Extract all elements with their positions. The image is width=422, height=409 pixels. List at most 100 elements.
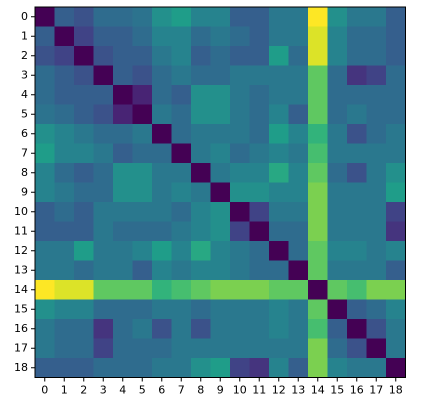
- y-tick-label: 14: [14, 283, 28, 296]
- heatmap-cell: [327, 182, 348, 203]
- heatmap-cell: [269, 85, 289, 105]
- heatmap-cell: [35, 124, 55, 144]
- heatmap-cell: [269, 143, 289, 164]
- heatmap-cell: [74, 7, 94, 27]
- heatmap-cell: [288, 65, 309, 86]
- heatmap-cell: [93, 221, 114, 242]
- heatmap-cell: [269, 182, 289, 203]
- heatmap-cell: [230, 260, 250, 281]
- heatmap-cell: [269, 338, 289, 359]
- heatmap-cell: [54, 7, 75, 27]
- heatmap-cell: [93, 124, 114, 144]
- heatmap-cell: [132, 46, 153, 66]
- heatmap-cell: [74, 182, 94, 203]
- x-tick-label: 6: [158, 384, 165, 397]
- heatmap-cell: [366, 280, 387, 300]
- heatmap-cell: [249, 26, 270, 47]
- heatmap-cell: [171, 338, 192, 359]
- heatmap-cell: [249, 338, 270, 359]
- heatmap-cell: [35, 182, 55, 203]
- heatmap-cell: [249, 7, 270, 27]
- heatmap-cell: [366, 104, 387, 125]
- heatmap-cell: [35, 46, 55, 66]
- heatmap-cell: [152, 241, 172, 261]
- heatmap-cell: [93, 7, 114, 27]
- heatmap-cell: [288, 260, 309, 281]
- heatmap-cell: [93, 319, 114, 339]
- heatmap-cell: [54, 85, 75, 105]
- heatmap-cell: [288, 319, 309, 339]
- heatmap-cell: [327, 124, 348, 144]
- heatmap-cell: [249, 163, 270, 183]
- heatmap-cell: [230, 46, 250, 66]
- heatmap-cell: [347, 46, 367, 66]
- heatmap-cell: [35, 7, 55, 27]
- heatmap-cell: [386, 7, 406, 27]
- heatmap-cell: [35, 241, 55, 261]
- heatmap-cell: [191, 260, 211, 281]
- heatmap-cell: [327, 26, 348, 47]
- heatmap-cell: [35, 358, 55, 378]
- heatmap-cell: [269, 221, 289, 242]
- heatmap-cell: [171, 143, 192, 164]
- x-tick-label: 17: [369, 384, 383, 397]
- heatmap-cell: [210, 26, 231, 47]
- heatmap-cell: [210, 260, 231, 281]
- heatmap-cell: [366, 358, 387, 378]
- heatmap-cell: [132, 358, 153, 378]
- heatmap-cell: [132, 143, 153, 164]
- heatmap-cell: [54, 163, 75, 183]
- heatmap-cell: [347, 280, 367, 300]
- heatmap-cell: [269, 358, 289, 378]
- heatmap-cell: [35, 338, 55, 359]
- heatmap-cell: [249, 65, 270, 86]
- x-tick-label: 1: [61, 384, 68, 397]
- y-tick-label: 9: [21, 185, 28, 198]
- y-tick-label: 13: [14, 263, 28, 276]
- heatmap-cell: [230, 299, 250, 320]
- y-tick-label: 18: [14, 361, 28, 374]
- heatmap-cell: [308, 104, 328, 125]
- heatmap-cell: [93, 26, 114, 47]
- heatmap-cell: [386, 319, 406, 339]
- heatmap-cell: [230, 221, 250, 242]
- heatmap-cell: [210, 46, 231, 66]
- heatmap-cell: [347, 299, 367, 320]
- heatmap-cell: [113, 260, 133, 281]
- heatmap-cell: [93, 241, 114, 261]
- heatmap-cell: [210, 85, 231, 105]
- heatmap-cell: [249, 104, 270, 125]
- heatmap-cell: [347, 104, 367, 125]
- heatmap-cell: [308, 221, 328, 242]
- heatmap-cell: [347, 182, 367, 203]
- heatmap-cell: [327, 65, 348, 86]
- heatmap-cell: [74, 260, 94, 281]
- y-tick-label: 11: [14, 224, 28, 237]
- heatmap-cell: [210, 163, 231, 183]
- heatmap-cell: [74, 299, 94, 320]
- heatmap-cell: [327, 221, 348, 242]
- heatmap-cell: [93, 46, 114, 66]
- heatmap-cell: [171, 124, 192, 144]
- heatmap-cell: [191, 46, 211, 66]
- heatmap-cell: [288, 104, 309, 125]
- heatmap-cell: [74, 163, 94, 183]
- heatmap-cell: [152, 7, 172, 27]
- heatmap-cell: [113, 202, 133, 222]
- heatmap-cell: [327, 85, 348, 105]
- y-tick-label: 6: [21, 127, 28, 140]
- heatmap-cell: [308, 143, 328, 164]
- heatmap-cell: [366, 221, 387, 242]
- heatmap-cell: [132, 241, 153, 261]
- heatmap-cell: [191, 299, 211, 320]
- heatmap-cell: [191, 338, 211, 359]
- heatmap-cell: [54, 338, 75, 359]
- heatmap-cell: [171, 221, 192, 242]
- heatmap-cell: [288, 202, 309, 222]
- heatmap-cell: [74, 124, 94, 144]
- heatmap-cell: [288, 124, 309, 144]
- y-tick-label: 0: [21, 10, 28, 23]
- heatmap-cell: [152, 299, 172, 320]
- heatmap-cell: [171, 46, 192, 66]
- heatmap-cell: [113, 143, 133, 164]
